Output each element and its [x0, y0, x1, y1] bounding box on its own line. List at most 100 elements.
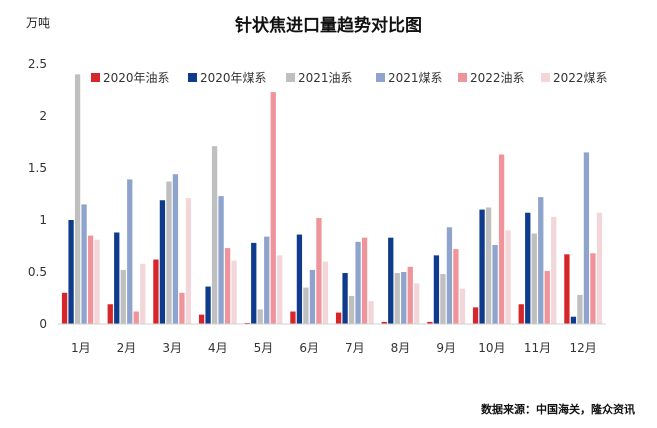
bar	[198, 314, 205, 324]
bar	[544, 270, 550, 324]
bar	[459, 288, 466, 324]
bar	[381, 321, 387, 324]
bar	[414, 283, 420, 324]
bar	[159, 200, 166, 324]
legend-swatch	[458, 73, 467, 82]
x-tick-label: 12月	[570, 341, 597, 355]
bar	[342, 273, 348, 324]
source-note: 数据来源：中国海关，隆众资讯	[481, 403, 635, 416]
x-tick-label: 9月	[436, 341, 456, 355]
bar	[361, 237, 368, 324]
bar	[107, 304, 113, 324]
bar	[303, 287, 309, 324]
bar	[94, 239, 100, 324]
y-tick-label: 1	[39, 213, 47, 227]
bar	[596, 212, 603, 324]
bar	[485, 207, 492, 324]
x-tick-label: 8月	[391, 341, 411, 355]
bar	[531, 233, 537, 324]
x-tick-label: 3月	[162, 341, 182, 355]
x-tick-label: 2月	[117, 341, 137, 355]
legend-item: 2021煤系	[376, 71, 443, 85]
bar-group	[198, 146, 237, 324]
bar	[446, 227, 453, 324]
bar	[290, 311, 296, 324]
y-tick-label: 1.5	[28, 161, 47, 175]
x-tick-label: 1月	[71, 341, 91, 355]
y-tick-label: 2.5	[28, 57, 47, 71]
bar	[179, 292, 185, 324]
legend-swatch	[376, 73, 385, 82]
bar-group	[290, 217, 329, 324]
bar	[185, 198, 192, 324]
bar-group	[107, 179, 146, 324]
bar	[564, 254, 570, 324]
bar-group	[518, 197, 557, 324]
bar	[120, 269, 126, 324]
bar	[577, 294, 583, 324]
bar	[140, 263, 146, 324]
bar	[368, 301, 374, 324]
x-tick-label: 11月	[524, 341, 551, 355]
bar	[427, 321, 433, 324]
bar-group	[335, 237, 374, 324]
bar	[479, 209, 485, 324]
bar	[127, 179, 133, 324]
bar	[74, 74, 81, 325]
bar	[316, 217, 322, 324]
x-tick-label: 10月	[478, 341, 505, 355]
bar-group	[427, 227, 466, 324]
bar	[264, 236, 270, 324]
bar	[433, 255, 440, 324]
bar	[472, 307, 479, 324]
bar	[492, 244, 498, 324]
bar	[296, 234, 303, 324]
bar-group	[381, 237, 420, 324]
bar	[87, 235, 94, 324]
bar	[68, 220, 74, 324]
bar	[335, 312, 342, 324]
legend-label: 2020年煤系	[200, 71, 267, 85]
x-tick-label: 6月	[299, 341, 319, 355]
bar	[211, 146, 218, 324]
bar	[590, 253, 596, 324]
bar	[114, 232, 120, 324]
bar	[277, 255, 283, 324]
bar-group	[61, 74, 100, 325]
bar	[224, 248, 231, 324]
y-axis-unit-label: 万吨	[26, 16, 51, 30]
bar	[218, 196, 224, 324]
legend-item: 2022油系	[458, 71, 525, 85]
bar	[518, 304, 524, 324]
legend-item: 2020年油系	[91, 71, 170, 85]
bar	[270, 92, 276, 324]
legend-item: 2022煤系	[541, 71, 608, 85]
x-tick-label: 7月	[345, 341, 365, 355]
bar	[551, 216, 557, 324]
legend-swatch	[188, 73, 197, 82]
bar	[453, 249, 459, 324]
bar	[505, 230, 511, 324]
x-axis-ticks: 1月 2月 3月 4月 5月 6月 7月 8月 9月 10月 11月 12月	[71, 341, 597, 355]
bar	[244, 322, 250, 324]
y-tick-label: 0.5	[28, 265, 47, 279]
legend-swatch	[541, 73, 550, 82]
bar	[394, 273, 400, 324]
y-tick-label: 2	[39, 109, 47, 123]
x-tick-label: 5月	[254, 341, 274, 355]
bar	[525, 212, 531, 324]
bar	[583, 152, 590, 324]
bar	[348, 295, 355, 324]
bar	[538, 197, 544, 324]
bar	[401, 272, 407, 324]
bar	[231, 260, 237, 324]
bar	[133, 311, 139, 324]
legend-swatch	[91, 73, 100, 82]
bar-group	[153, 174, 192, 324]
bar	[153, 259, 159, 324]
x-tick-label: 4月	[208, 341, 228, 355]
bar	[205, 286, 211, 324]
bar	[570, 316, 577, 324]
bar	[166, 181, 172, 324]
